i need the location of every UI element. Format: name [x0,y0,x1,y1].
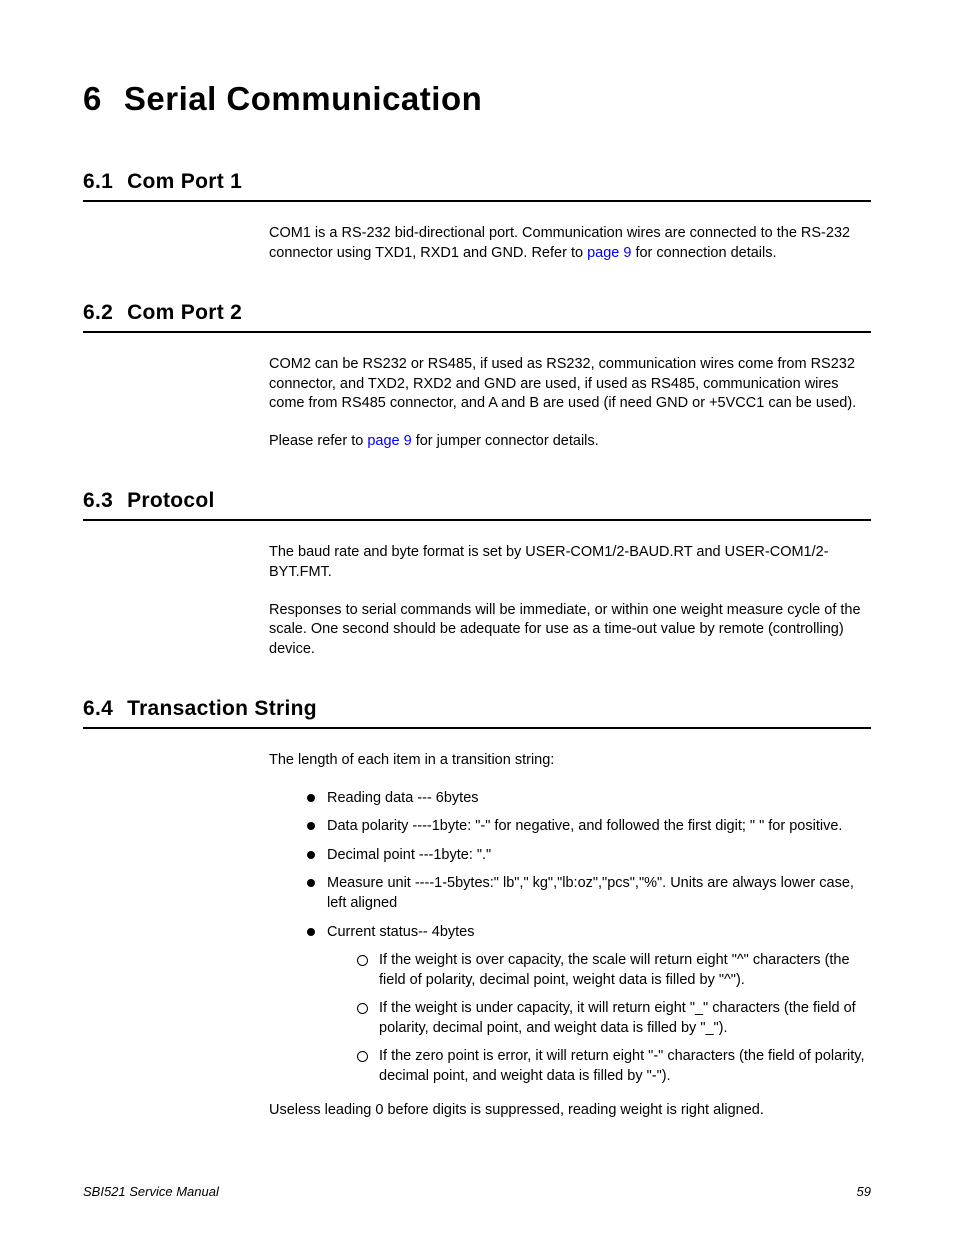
page-link[interactable]: page 9 [587,245,631,261]
section-title: Com Port 2 [127,301,242,324]
footer-doc-title: SBI521 Service Manual [83,1184,219,1199]
section-number: 6.2 [83,301,113,324]
paragraph: Please refer to page 9 for jumper connec… [269,432,871,452]
section-number: 6.3 [83,489,113,512]
body-text: for connection details. [631,245,776,261]
chapter-title-text: Serial Communication [124,80,482,117]
paragraph: The baud rate and byte format is set by … [269,543,871,582]
list-item: Decimal point ---1byte: "." [307,846,871,866]
sub-list-item: If the weight is over capacity, the scal… [357,951,871,990]
section-heading: 6.1 Com Port 1 [83,170,871,202]
section-protocol: 6.3 Protocol The baud rate and byte forma… [83,489,871,659]
section-heading: 6.3 Protocol [83,489,871,521]
section-number: 6.4 [83,697,113,720]
chapter-number: 6 [83,80,102,117]
list-item-text: Current status-- 4bytes [327,924,474,940]
section-body: The baud rate and byte format is set by … [269,543,871,659]
section-title: Protocol [127,489,215,512]
page-link[interactable]: page 9 [367,433,411,449]
paragraph: COM2 can be RS232 or RS485, if used as R… [269,355,871,414]
section-number: 6.1 [83,170,113,193]
footer-page-number: 59 [857,1184,871,1199]
section-com-port-1: 6.1 Com Port 1 COM1 is a RS-232 bid-direc… [83,170,871,263]
page-footer: SBI521 Service Manual 59 [83,1184,871,1199]
body-text: for jumper connector details. [412,433,599,449]
sub-list-item: If the weight is under capacity, it will… [357,999,871,1038]
section-title: Transaction String [127,697,317,720]
section-transaction-string: 6.4 Transaction String The length of each… [83,697,871,1120]
section-heading: 6.4 Transaction String [83,697,871,729]
chapter-title: 6 Serial Communication [83,80,871,118]
section-com-port-2: 6.2 Com Port 2 COM2 can be RS232 or RS485… [83,301,871,451]
paragraph: COM1 is a RS-232 bid-directional port. C… [269,224,871,263]
section-body: The length of each item in a transition … [269,751,871,1120]
list-item: Reading data --- 6bytes [307,789,871,809]
list-item: Measure unit ----1-5bytes:" lb"," kg","l… [307,874,871,913]
list-item: Current status-- 4bytes If the weight is… [307,923,871,1087]
paragraph: Useless leading 0 before digits is suppr… [269,1101,871,1121]
paragraph: The length of each item in a transition … [269,751,871,771]
section-heading: 6.2 Com Port 2 [83,301,871,333]
paragraph: Responses to serial commands will be imm… [269,601,871,660]
section-body: COM2 can be RS232 or RS485, if used as R… [269,355,871,451]
section-title: Com Port 1 [127,170,242,193]
section-body: COM1 is a RS-232 bid-directional port. C… [269,224,871,263]
list-item: Data polarity ----1byte: "-" for negativ… [307,817,871,837]
sub-bullet-list: If the weight is over capacity, the scal… [357,951,871,1086]
sub-list-item: If the zero point is error, it will retu… [357,1047,871,1086]
body-text: Please refer to [269,433,367,449]
bullet-list: Reading data --- 6bytes Data polarity --… [307,789,871,1087]
